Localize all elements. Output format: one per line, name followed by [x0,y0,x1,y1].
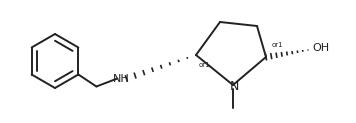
Text: OH: OH [312,43,329,53]
Text: or1: or1 [272,42,284,48]
Text: or1: or1 [199,62,211,68]
Text: N: N [229,80,239,93]
Text: NH: NH [113,74,130,84]
